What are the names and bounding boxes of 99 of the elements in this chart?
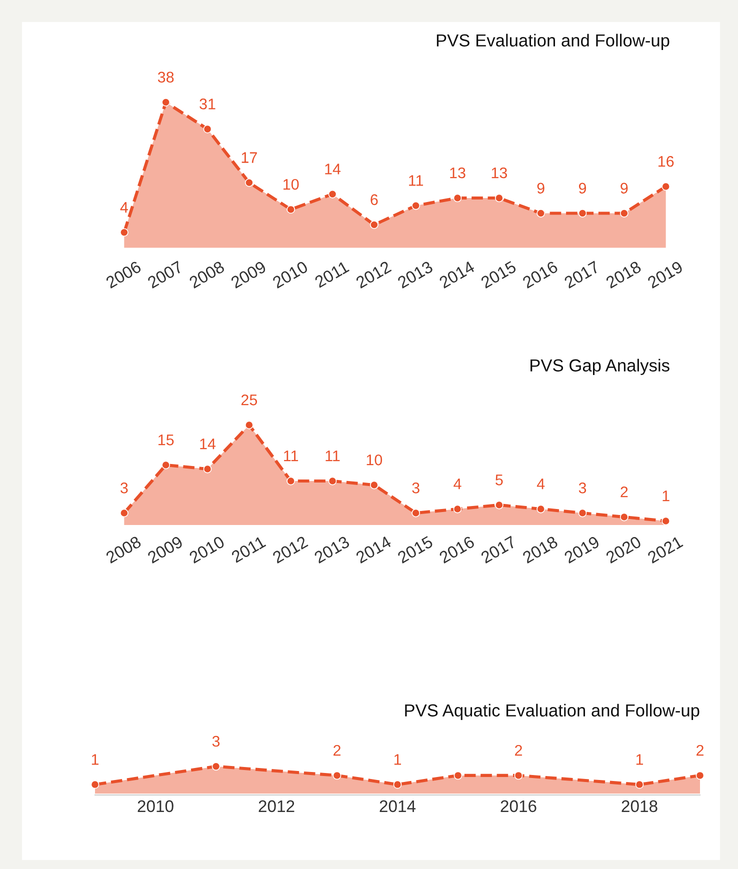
point <box>620 209 628 218</box>
point <box>328 190 337 198</box>
data-label: 16 <box>658 156 674 167</box>
point <box>244 420 254 430</box>
data-label: 3 <box>578 482 586 494</box>
point <box>453 504 462 514</box>
x-tick-label: 2009 <box>146 536 184 564</box>
data-label: 1 <box>662 490 670 502</box>
x-tick-label: 2009 <box>230 260 267 289</box>
x-tick-label: 2016 <box>500 800 536 812</box>
x-tick-label: 2018 <box>522 536 558 564</box>
x-tick-label: 2008 <box>105 536 142 564</box>
point <box>578 508 587 518</box>
x-tick-label: 2007 <box>146 260 184 289</box>
point <box>662 182 670 191</box>
point <box>203 464 212 474</box>
x-tick-label: 2017 <box>480 536 517 564</box>
x-tick-label: 2020 <box>605 536 642 564</box>
point <box>412 508 420 518</box>
x-tick-label: 2014 <box>380 800 416 812</box>
point <box>412 201 420 210</box>
data-label: 11 <box>409 175 424 186</box>
data-label: 38 <box>158 72 174 83</box>
x-tick-label: 2018 <box>605 260 642 289</box>
data-label: 4 <box>536 478 545 490</box>
data-label: 5 <box>496 474 503 486</box>
point <box>494 194 504 202</box>
data-label: 2 <box>696 744 704 756</box>
data-label: 2 <box>334 744 340 756</box>
data-label: 3 <box>412 482 420 494</box>
data-label: 4 <box>454 478 462 490</box>
data-label: 25 <box>241 394 258 406</box>
point <box>494 500 504 510</box>
chart-title: PVS Aquatic Evaluation and Follow-up <box>405 704 700 720</box>
data-label: 13 <box>450 167 466 178</box>
x-tick-label: 2019 <box>646 260 684 289</box>
point <box>120 228 128 237</box>
data-label: 6 <box>370 194 378 206</box>
point <box>328 476 337 486</box>
x-tick-label: 2013 <box>314 536 350 564</box>
point <box>286 205 296 214</box>
point <box>620 512 628 522</box>
point <box>203 124 212 134</box>
data-label: 9 <box>578 182 586 194</box>
x-tick-label: 2010 <box>138 800 174 812</box>
point <box>453 194 462 202</box>
point <box>120 508 128 518</box>
x-tick-label: 2018 <box>622 800 658 812</box>
x-tick-label: 2010 <box>188 536 226 564</box>
x-tick-label: 2008 <box>188 260 226 289</box>
x-tick-label: 2014 <box>438 260 476 289</box>
x-tick-label: 2015 <box>480 260 517 289</box>
data-label: 11 <box>326 450 340 462</box>
data-label: 11 <box>284 450 298 462</box>
x-tick-label: 2012 <box>272 536 308 564</box>
data-label: 17 <box>242 152 257 163</box>
point <box>244 178 254 187</box>
data-label: 15 <box>158 434 174 446</box>
x-tick-label: 2012 <box>258 800 294 812</box>
point <box>536 504 546 514</box>
x-tick-label: 2019 <box>564 536 600 564</box>
data-label: 1 <box>394 754 402 765</box>
point <box>162 98 170 106</box>
data-label: 9 <box>620 182 628 194</box>
x-tick-label: 2016 <box>522 260 558 289</box>
data-label: 1 <box>92 754 99 765</box>
data-label: 31 <box>200 98 216 110</box>
x-tick-label: 2014 <box>355 535 392 564</box>
data-label: 14 <box>325 164 341 174</box>
point <box>578 209 587 218</box>
data-label: 14 <box>200 438 216 450</box>
point <box>286 476 296 486</box>
x-tick-label: 2011 <box>314 260 350 288</box>
point <box>370 480 378 490</box>
x-tick-label: 2017 <box>564 260 600 289</box>
point <box>536 209 546 218</box>
data-label: 10 <box>366 454 382 466</box>
x-tick-label: 2013 <box>396 260 434 289</box>
point <box>662 516 670 526</box>
chart-title: PVS Gap Analysis <box>530 358 670 375</box>
data-label: 9 <box>537 182 544 194</box>
x-tick-label: 2015 <box>396 536 434 564</box>
point <box>370 220 378 229</box>
chart-title: PVS Evaluation and Follow-up <box>436 34 670 50</box>
data-label: 13 <box>492 167 507 178</box>
data-label: 10 <box>284 178 299 190</box>
point <box>162 460 170 470</box>
x-tick-label: 2011 <box>230 536 266 563</box>
x-tick-label: 2006 <box>105 260 142 289</box>
data-label: 1 <box>636 754 644 765</box>
data-label: 2 <box>620 486 628 498</box>
data-label: 3 <box>212 736 220 747</box>
data-label: 3 <box>120 482 128 494</box>
x-tick-label: 2016 <box>438 536 476 564</box>
x-tick-label: 2021 <box>646 536 684 564</box>
x-tick-label: 2012 <box>355 260 392 289</box>
data-label: 2 <box>515 744 522 756</box>
data-label: 4 <box>120 202 128 213</box>
x-tick-label: 2010 <box>272 260 309 289</box>
